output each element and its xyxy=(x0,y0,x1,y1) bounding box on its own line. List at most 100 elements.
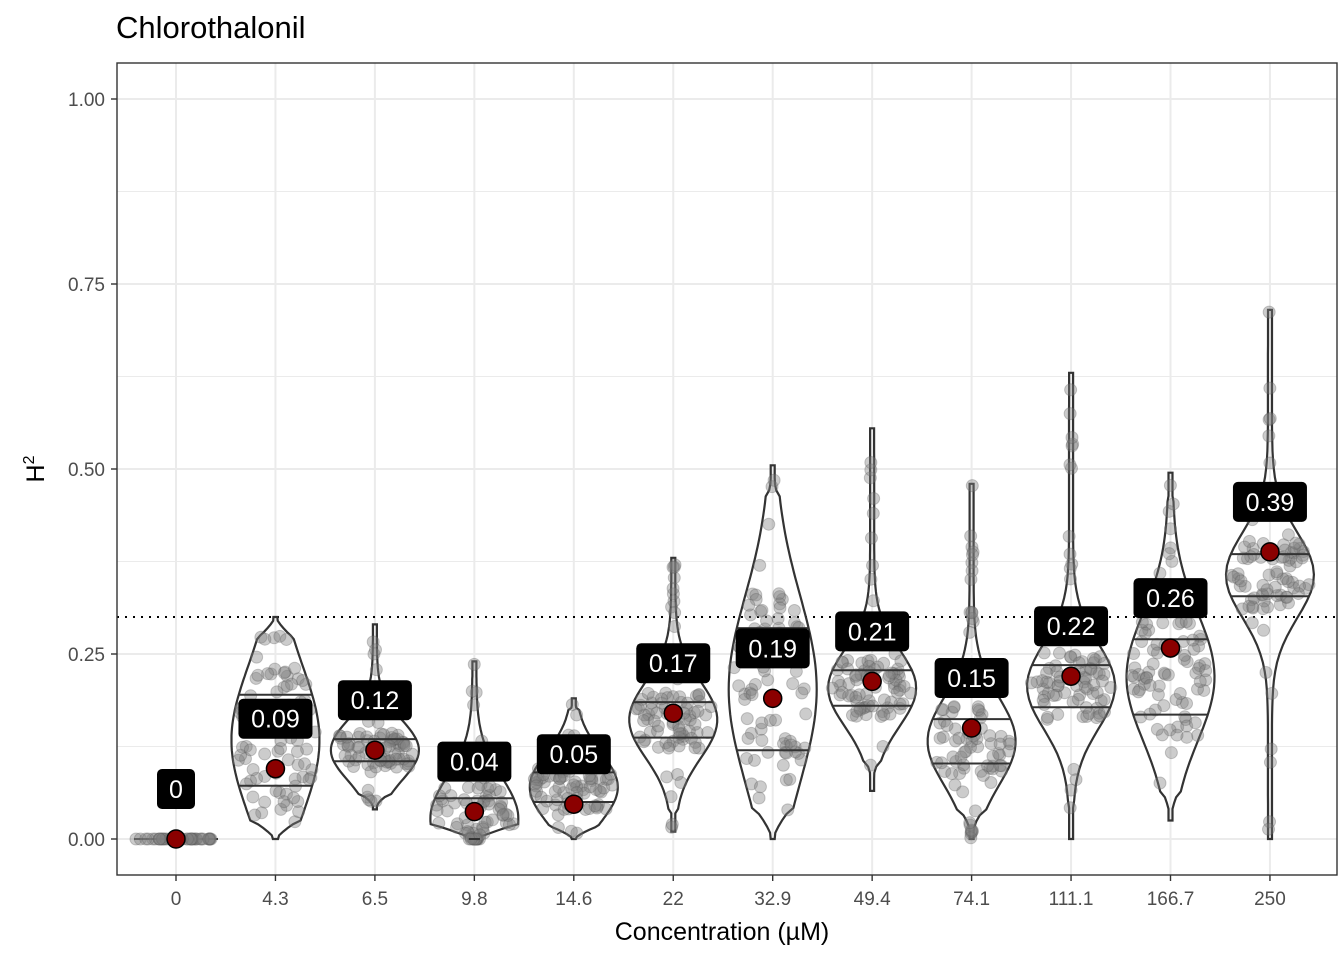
data-point xyxy=(1128,661,1142,675)
data-point xyxy=(476,820,490,834)
data-point xyxy=(139,832,153,846)
data-point xyxy=(1127,670,1141,684)
data-point xyxy=(574,779,588,793)
data-point xyxy=(1257,623,1271,637)
data-point xyxy=(1140,671,1154,685)
data-point xyxy=(798,741,812,755)
data-point xyxy=(972,704,986,718)
data-point xyxy=(1090,666,1104,680)
data-point xyxy=(683,709,697,723)
data-point xyxy=(231,753,245,767)
data-point xyxy=(1262,822,1276,836)
data-point xyxy=(1245,616,1259,630)
data-point xyxy=(279,787,293,801)
data-point xyxy=(287,791,301,805)
data-point xyxy=(1284,551,1298,565)
data-point xyxy=(692,741,706,755)
data-point xyxy=(1198,657,1212,671)
data-point xyxy=(762,517,776,531)
data-point xyxy=(771,612,785,626)
data-point xyxy=(1170,728,1184,742)
mean-label-box xyxy=(437,741,512,782)
y-axis-title-main: H xyxy=(22,464,50,482)
data-point xyxy=(1064,650,1078,664)
data-point xyxy=(1041,710,1055,724)
x-tick-label: 166.7 xyxy=(1147,889,1195,910)
data-point xyxy=(1127,682,1141,696)
data-point xyxy=(983,729,997,743)
data-point xyxy=(994,729,1008,743)
data-point xyxy=(1169,693,1183,707)
data-point xyxy=(963,605,977,619)
data-point xyxy=(239,777,253,791)
data-point xyxy=(1247,591,1261,605)
data-point xyxy=(893,683,907,697)
violin-outline xyxy=(1224,308,1316,841)
data-point xyxy=(261,667,275,681)
data-point xyxy=(267,631,281,645)
data-point xyxy=(772,587,786,601)
data-point xyxy=(957,758,971,772)
mean-markers xyxy=(166,542,1280,849)
data-point xyxy=(133,832,147,846)
data-point xyxy=(204,832,218,846)
data-points xyxy=(129,305,1316,846)
data-point xyxy=(882,669,896,683)
data-point xyxy=(1231,567,1245,581)
data-point xyxy=(501,809,515,823)
data-point xyxy=(1065,430,1079,444)
data-point xyxy=(1287,581,1301,595)
data-point xyxy=(194,832,208,846)
x-tick-label: 0 xyxy=(171,889,182,910)
data-point xyxy=(397,737,411,751)
data-point xyxy=(605,778,619,792)
data-point xyxy=(662,741,676,755)
mean-label-text: 0.22 xyxy=(1047,613,1096,641)
data-point xyxy=(432,816,446,830)
data-point xyxy=(264,667,278,681)
data-point xyxy=(430,804,444,818)
data-point xyxy=(476,822,490,836)
data-point xyxy=(1153,776,1167,790)
data-point xyxy=(976,768,990,782)
data-point xyxy=(867,491,881,505)
data-point xyxy=(666,560,680,574)
data-point xyxy=(243,743,257,757)
data-point xyxy=(1274,588,1288,602)
data-point xyxy=(492,802,506,816)
data-point xyxy=(659,686,673,700)
data-point xyxy=(369,794,383,808)
data-point xyxy=(274,802,288,816)
data-point xyxy=(496,808,510,822)
data-point xyxy=(651,740,665,754)
data-point xyxy=(968,804,982,818)
data-point xyxy=(1166,497,1180,511)
data-point xyxy=(794,753,808,767)
chart-title: Chlorothalonil xyxy=(116,10,306,45)
mean-marker xyxy=(762,688,783,709)
data-point xyxy=(947,700,961,714)
data-point xyxy=(744,608,758,622)
data-point xyxy=(148,832,162,846)
data-point xyxy=(399,739,413,753)
data-point xyxy=(268,662,282,676)
data-point xyxy=(302,773,316,787)
data-point xyxy=(352,750,366,764)
data-point xyxy=(1132,667,1146,681)
data-point xyxy=(483,779,497,793)
data-point xyxy=(1163,522,1177,536)
mean-label-text: 0.05 xyxy=(549,741,598,769)
data-point xyxy=(1040,675,1054,689)
mean-label-box xyxy=(835,611,910,652)
data-point xyxy=(953,767,967,781)
data-point xyxy=(1064,461,1078,475)
data-point xyxy=(481,782,495,796)
data-point xyxy=(775,592,789,606)
data-point xyxy=(258,747,272,761)
data-point xyxy=(864,463,878,477)
data-point xyxy=(692,688,706,702)
data-point xyxy=(528,788,542,802)
data-point xyxy=(1296,548,1310,562)
mean-marker xyxy=(862,671,882,692)
data-point xyxy=(893,697,907,711)
